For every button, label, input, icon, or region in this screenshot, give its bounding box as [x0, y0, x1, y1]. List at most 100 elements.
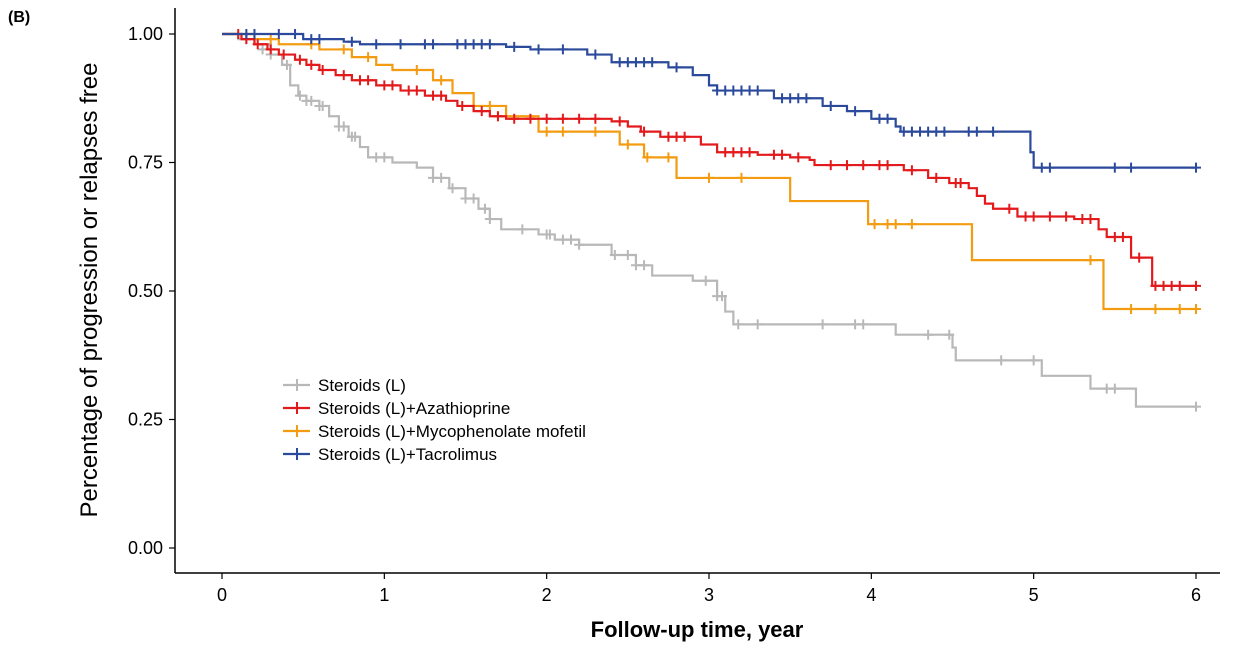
censor-mark: [1191, 303, 1201, 314]
censor-mark: [1109, 383, 1120, 394]
censor-mark: [882, 113, 893, 124]
legend-label: Steroids (L): [318, 376, 406, 395]
censor-mark: [1044, 162, 1055, 173]
legend-label: Steroids (L)+Azathioprine: [318, 399, 510, 418]
censor-mark: [1174, 303, 1185, 314]
censor-mark: [825, 100, 836, 111]
y-tick-label: 0.75: [128, 153, 163, 173]
censor-mark: [923, 329, 934, 340]
censor-mark: [281, 59, 292, 70]
legend-swatch-cross: [291, 425, 303, 437]
censor-mark: [1085, 214, 1096, 225]
censor-mark: [777, 149, 788, 160]
censor-mark: [1134, 252, 1145, 263]
y-tick-label: 0.00: [128, 538, 163, 558]
censor-mark: [639, 126, 650, 137]
censor-mark: [566, 234, 577, 245]
censor-mark: [252, 39, 263, 50]
censor-mark: [436, 75, 447, 86]
censor-mark: [1061, 211, 1072, 222]
x-tick-label: 5: [1029, 585, 1039, 605]
censor-mark: [1191, 162, 1201, 173]
censor-mark: [379, 152, 390, 163]
censor-mark: [447, 183, 458, 194]
censor-mark: [817, 319, 828, 330]
censor-mark: [1044, 211, 1055, 222]
censor-mark: [944, 329, 955, 340]
series-layer: [222, 29, 1201, 412]
series-steroids-l-mycophenolate-mofetil: [222, 32, 1201, 314]
censor-mark: [744, 147, 755, 158]
censor-mark: [294, 54, 305, 65]
censor-mark: [736, 172, 747, 183]
censor-mark: [639, 260, 650, 271]
censor-mark: [363, 75, 374, 86]
censor-mark: [306, 59, 317, 70]
censor-mark: [273, 29, 284, 39]
censor-mark: [716, 291, 727, 302]
censor-mark: [476, 106, 487, 117]
censor-mark: [411, 85, 422, 96]
censor-mark: [1150, 303, 1161, 314]
censor-mark: [971, 126, 982, 137]
censor-mark: [557, 126, 568, 137]
censor-mark: [1126, 162, 1137, 173]
x-tick-label: 6: [1191, 585, 1201, 605]
censor-mark: [436, 172, 447, 183]
censor-mark: [752, 319, 763, 330]
censor-mark: [479, 203, 490, 214]
censor-mark: [1109, 162, 1120, 173]
censor-mark: [1126, 303, 1137, 314]
censor-mark: [338, 44, 349, 55]
x-tick-label: 0: [217, 585, 227, 605]
censor-mark: [517, 224, 528, 235]
censor-mark: [509, 41, 520, 52]
censor-mark: [525, 113, 536, 124]
censor-mark: [609, 250, 620, 261]
censor-mark: [395, 39, 406, 50]
censor-mark: [533, 44, 544, 55]
x-axis-title: Follow-up time, year: [591, 617, 804, 642]
censor-mark: [541, 113, 552, 124]
x-tick-label: 4: [866, 585, 876, 605]
x-tick-label: 3: [704, 585, 714, 605]
legend-item: Steroids (L)+Azathioprine: [283, 399, 510, 418]
censor-mark: [906, 219, 917, 230]
censor-mark: [574, 113, 585, 124]
censor-mark: [850, 106, 861, 117]
censor-mark: [1174, 280, 1185, 291]
censor-mark: [338, 70, 349, 81]
y-axis-title: Percentage of progression or relapses fr…: [76, 63, 103, 518]
censor-mark: [317, 64, 328, 75]
censor-mark: [1117, 232, 1128, 243]
censor-mark: [622, 139, 633, 150]
legend-item: Steroids (L)+Tacrolimus: [283, 445, 497, 464]
censor-mark: [290, 29, 301, 39]
censor-mark: [906, 165, 917, 176]
censor-mark: [468, 193, 479, 204]
censor-mark: [793, 152, 804, 163]
censor-mark: [679, 131, 690, 142]
censor-mark: [350, 131, 361, 142]
censor-mark: [411, 64, 422, 75]
censor-mark: [278, 49, 289, 60]
x-tick-label: 1: [379, 585, 389, 605]
legend-item: Steroids (L)+Mycophenolate mofetil: [283, 422, 586, 441]
censor-mark: [557, 113, 568, 124]
series-steroids-l: [222, 32, 1201, 412]
censor-mark: [858, 319, 869, 330]
censor-mark: [249, 29, 260, 39]
censor-mark: [363, 52, 374, 63]
censor-mark: [294, 90, 305, 101]
y-tick-label: 1.00: [128, 24, 163, 44]
series-line: [222, 32, 1196, 287]
censor-mark: [890, 219, 901, 230]
censor-mark: [647, 57, 658, 68]
censor-mark: [346, 36, 357, 47]
censor-mark: [387, 80, 398, 91]
censor-mark: [1028, 211, 1039, 222]
censor-mark: [574, 239, 585, 250]
censor-mark: [484, 39, 495, 50]
censor-mark: [1085, 255, 1096, 266]
